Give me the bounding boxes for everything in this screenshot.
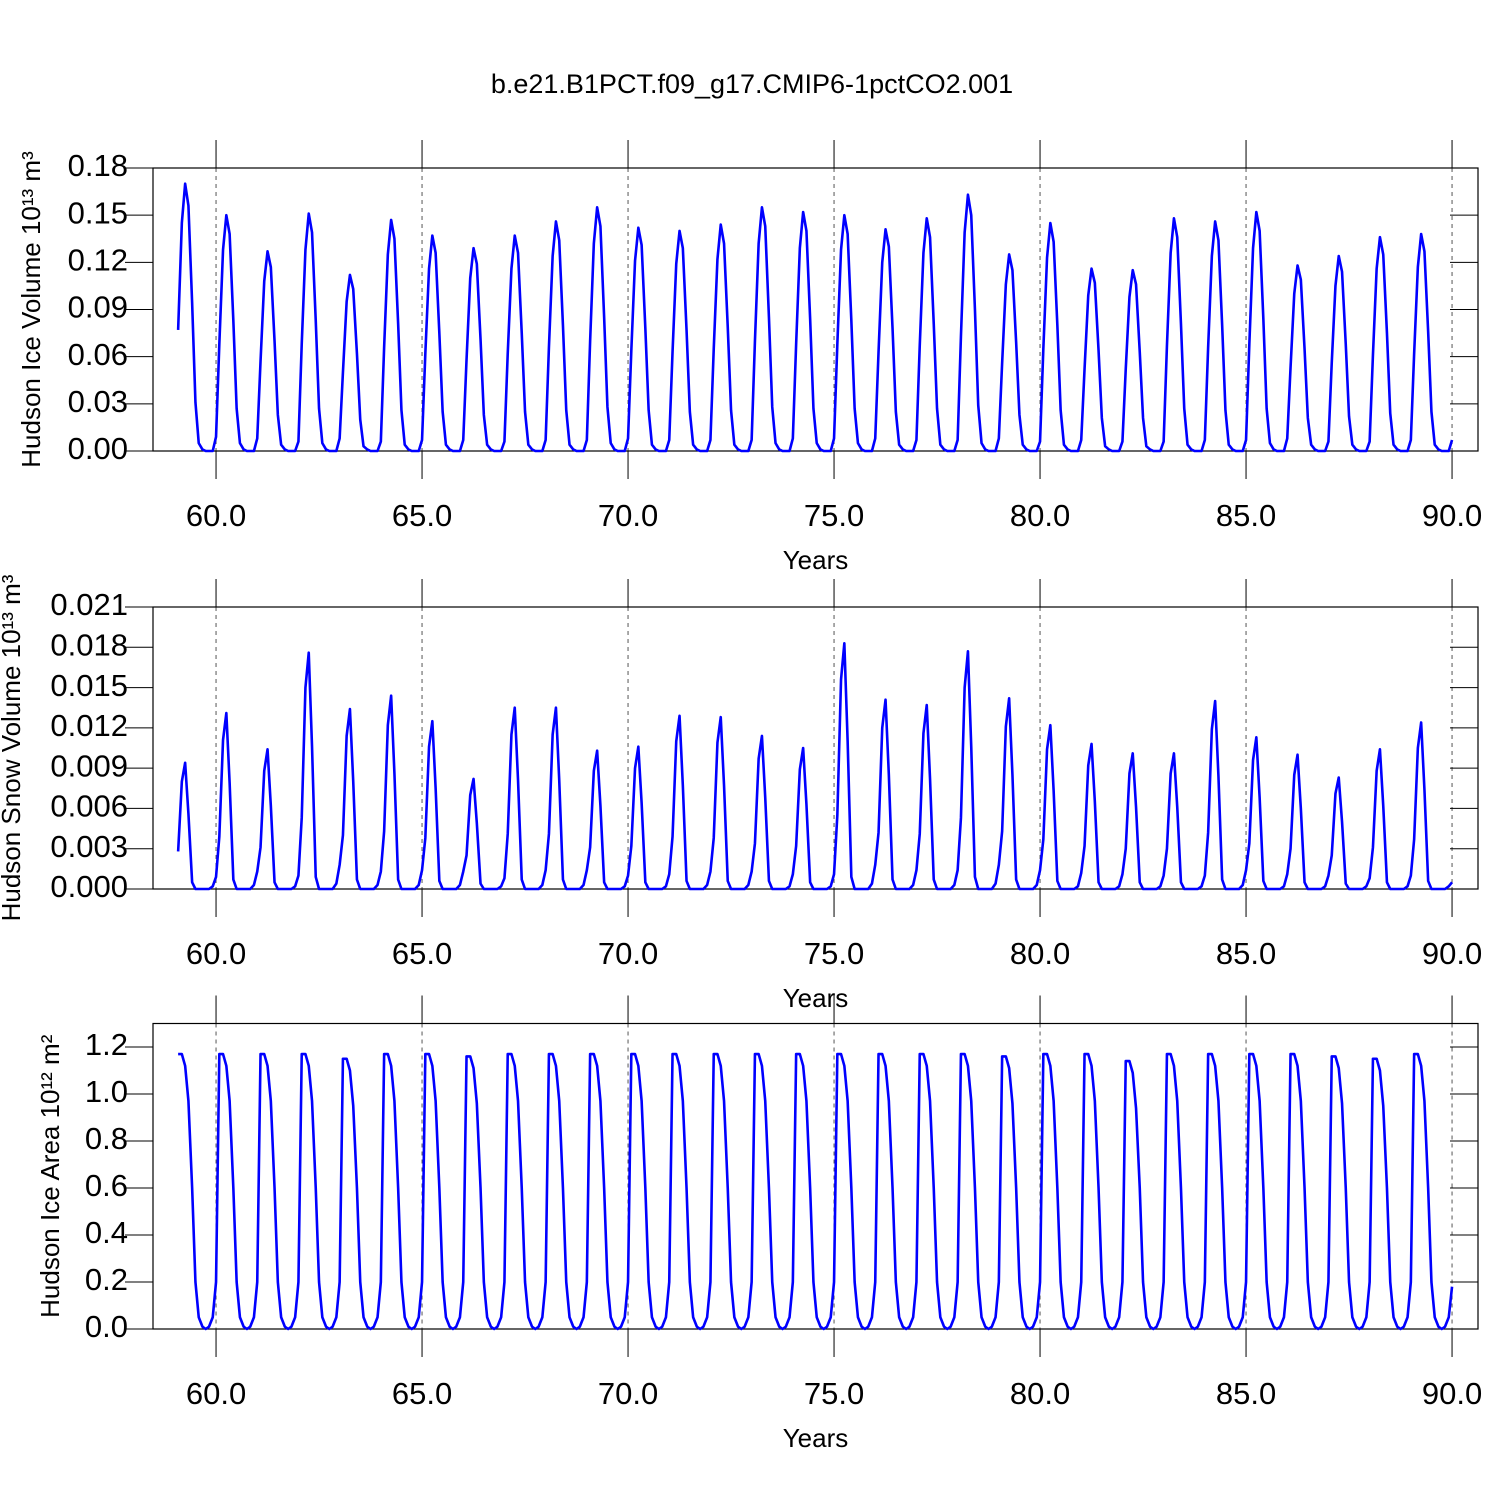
x-tick-label: 85.0 — [1216, 1376, 1276, 1411]
y-tick-label: 0.021 — [50, 587, 128, 622]
y-tick-label: 0.09 — [68, 290, 128, 325]
y-tick-label: 0.15 — [68, 195, 128, 230]
chart-title: b.e21.B1PCT.f09_g17.CMIP6-1pctCO2.001 — [491, 69, 1013, 99]
x-tick-label: 85.0 — [1216, 498, 1276, 533]
data-line — [178, 1052, 1454, 1331]
x-tick-label: 60.0 — [186, 498, 246, 533]
y-axis-title: Hudson Ice Volume 10¹³ m³ — [16, 151, 46, 468]
x-tick-label: 60.0 — [186, 936, 246, 971]
y-tick-label: 0.018 — [50, 627, 128, 662]
y-tick-label: 0.009 — [50, 748, 128, 783]
y-tick-label: 0.12 — [68, 243, 128, 278]
y-tick-label: 0.2 — [85, 1262, 128, 1297]
x-tick-label: 70.0 — [598, 936, 658, 971]
y-tick-label: 0.003 — [50, 829, 128, 864]
y-tick-label: 1.2 — [85, 1027, 128, 1062]
y-tick-label: 0.18 — [68, 148, 128, 183]
y-axis-title: Hudson Snow Volume 10¹³ m³ — [0, 574, 26, 921]
x-tick-label: 80.0 — [1010, 1376, 1070, 1411]
x-tick-label: 70.0 — [598, 1376, 658, 1411]
data-line — [176, 641, 1454, 891]
x-tick-label: 75.0 — [804, 498, 864, 533]
x-axis-title: Years — [783, 545, 849, 575]
x-axis-title: Years — [783, 983, 849, 1013]
x-tick-label: 75.0 — [804, 936, 864, 971]
plot-frame — [152, 167, 1479, 452]
y-tick-label: 1.0 — [85, 1074, 128, 1109]
y-tick-label: 0.06 — [68, 337, 128, 372]
y-tick-label: 0.8 — [85, 1121, 128, 1156]
y-tick-label: 0.6 — [85, 1168, 128, 1203]
x-axis-title: Years — [783, 1423, 849, 1453]
y-tick-label: 0.00 — [68, 431, 128, 466]
y-tick-label: 0.0 — [85, 1309, 128, 1344]
y-tick-label: 0.006 — [50, 789, 128, 824]
x-tick-label: 75.0 — [804, 1376, 864, 1411]
x-tick-label: 80.0 — [1010, 498, 1070, 533]
x-tick-label: 65.0 — [392, 1376, 452, 1411]
y-tick-label: 0.012 — [50, 708, 128, 743]
x-tick-label: 60.0 — [186, 1376, 246, 1411]
y-axis-title: Hudson Ice Area 10¹² m² — [35, 1034, 65, 1318]
y-tick-label: 0.03 — [68, 384, 128, 419]
plot-frame — [152, 1022, 1479, 1330]
x-tick-label: 85.0 — [1216, 936, 1276, 971]
y-tick-label: 0.015 — [50, 668, 128, 703]
x-tick-label: 65.0 — [392, 936, 452, 971]
x-tick-label: 90.0 — [1422, 1376, 1482, 1411]
y-tick-label: 0.4 — [85, 1215, 128, 1250]
x-tick-label: 90.0 — [1422, 498, 1482, 533]
data-line — [176, 182, 1454, 453]
x-tick-label: 70.0 — [598, 498, 658, 533]
x-tick-label: 90.0 — [1422, 936, 1482, 971]
x-tick-label: 80.0 — [1010, 936, 1070, 971]
y-tick-label: 0.000 — [50, 869, 128, 904]
x-tick-label: 65.0 — [392, 498, 452, 533]
